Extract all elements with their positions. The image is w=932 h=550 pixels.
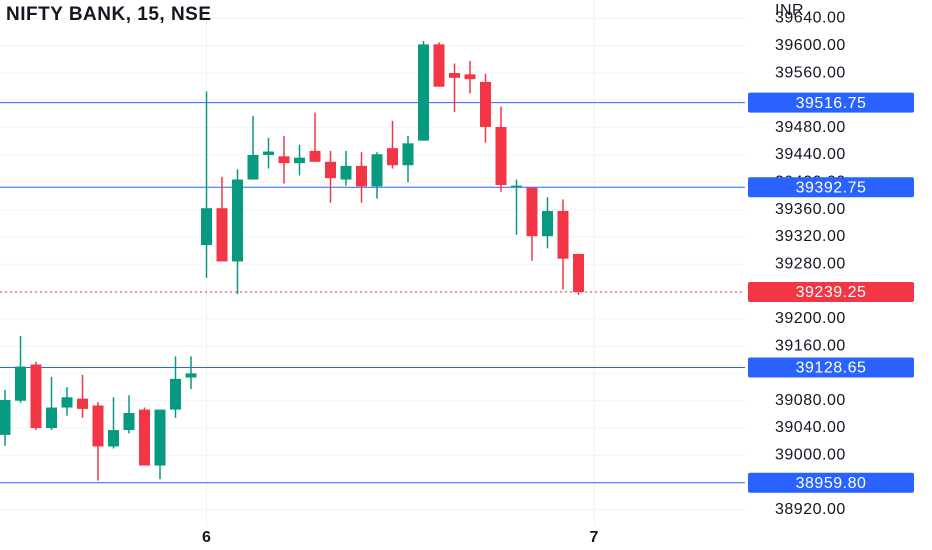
y-tick-label: 39160.00 [775, 337, 846, 354]
y-tick-label: 39320.00 [775, 228, 846, 245]
y-tick-label: 39600.00 [775, 37, 846, 54]
candle-body [61, 397, 73, 408]
x-tick-label: 7 [590, 529, 599, 546]
y-tick-label: 39000.00 [775, 447, 846, 464]
candle-body [185, 373, 197, 378]
candle-body [108, 430, 119, 447]
y-tick-label: 39200.00 [775, 310, 846, 327]
candle-body [139, 409, 150, 466]
candle-body [77, 398, 88, 409]
candle-body [340, 165, 352, 180]
candle-body [201, 208, 212, 246]
y-tick-label: 38920.00 [775, 501, 846, 518]
y-tick-label: 39440.00 [775, 146, 846, 163]
y-tick-label: 39040.00 [775, 419, 846, 436]
level-label: 38959.80 [796, 475, 867, 492]
candle-body [15, 366, 26, 401]
last-price-label: 39239.25 [796, 284, 867, 301]
candle-body [464, 74, 476, 80]
level-tag [748, 472, 914, 493]
candle-body [433, 44, 445, 87]
y-tick-label: 39280.00 [775, 255, 846, 272]
price-axis: 38920.0038960.0039000.0039040.0039080.00… [748, 10, 914, 518]
level-label: 39128.65 [796, 360, 867, 377]
level-tag [748, 177, 914, 198]
candle-body [526, 187, 538, 237]
candle-body [247, 154, 259, 180]
level-label: 39516.75 [796, 95, 867, 112]
candle-body [387, 148, 398, 166]
candle-body [511, 185, 522, 188]
candle-body [371, 154, 383, 187]
candle-body [154, 409, 166, 466]
candle-body [402, 143, 414, 166]
x-tick-label: 6 [202, 529, 211, 546]
candle-body [418, 44, 429, 141]
level-label: 39392.75 [796, 179, 867, 196]
level-tag [748, 92, 914, 113]
y-tick-label: 39480.00 [775, 119, 846, 136]
last-price-tag [748, 282, 914, 303]
y-tick-label: 39080.00 [775, 392, 846, 409]
candle-body [309, 150, 321, 162]
candle-body [495, 126, 507, 185]
y-tick-label: 39640.00 [775, 10, 846, 27]
candle-body [216, 208, 228, 262]
axis-unit: INR [775, 2, 804, 19]
candle-body [356, 165, 367, 187]
candle-body [92, 405, 104, 447]
y-tick-label: 39360.00 [775, 201, 846, 218]
level-tag [748, 357, 914, 378]
candle-body [46, 407, 57, 429]
candle-body [232, 179, 243, 262]
candle-body [325, 161, 336, 179]
y-tick-label: 39560.00 [775, 64, 846, 81]
candle-body [263, 151, 274, 155]
candle-body [278, 156, 290, 164]
candle-body [0, 400, 11, 435]
candle-body [542, 210, 553, 237]
plot [0, 40, 745, 484]
candle-body [573, 253, 584, 293]
candle-body [449, 73, 460, 78]
candle-body [30, 364, 42, 429]
candle-body [480, 81, 491, 127]
candle-body [123, 412, 135, 431]
candle-body [170, 378, 181, 410]
candle-body [557, 210, 569, 259]
chart-title: NIFTY BANK, 15, NSE [6, 4, 212, 25]
candle-body [294, 157, 305, 164]
